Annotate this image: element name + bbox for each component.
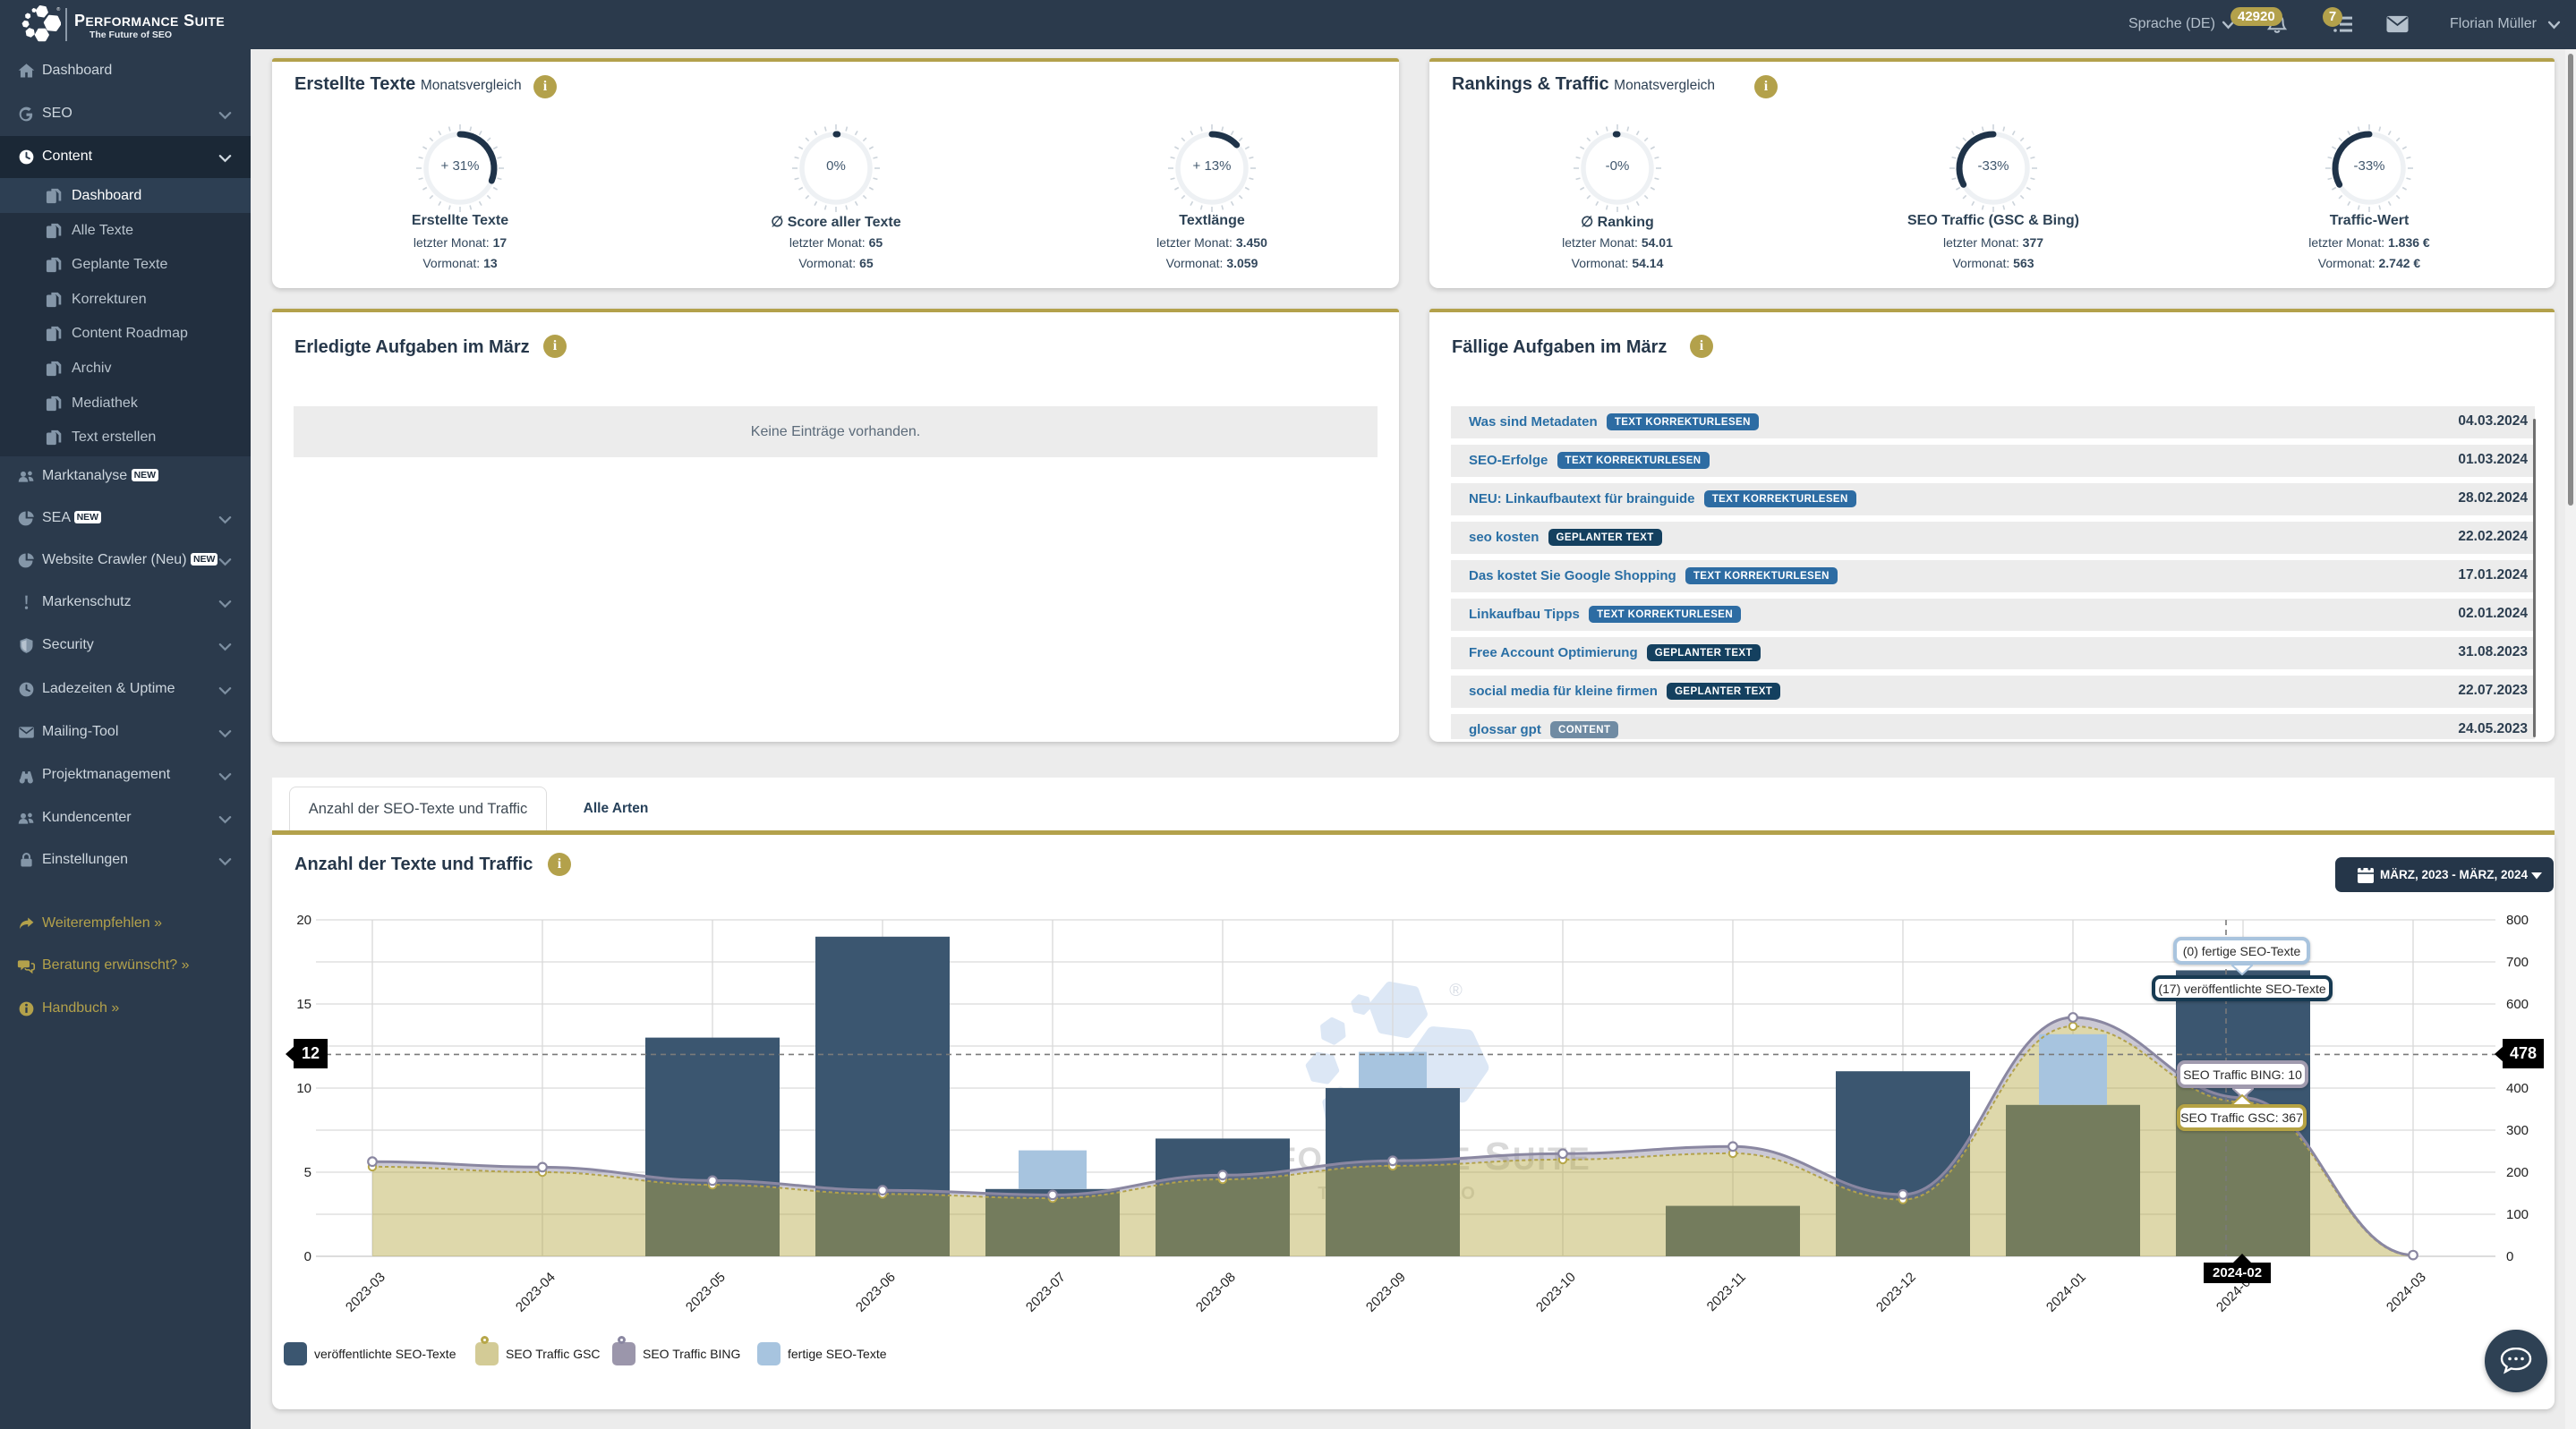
svg-text:®: ® (1449, 981, 1463, 1000)
svg-text:2023-06: 2023-06 (853, 1270, 899, 1315)
svg-text:10: 10 (296, 1081, 311, 1096)
svg-text:2024-01: 2024-01 (2043, 1270, 2089, 1315)
svg-text:0: 0 (2506, 1249, 2513, 1264)
svg-text:100: 100 (2506, 1207, 2529, 1222)
svg-text:2023-08: 2023-08 (1193, 1270, 1239, 1315)
svg-text:600: 600 (2506, 997, 2529, 1012)
svg-text:®: ® (56, 6, 60, 13)
svg-text:15: 15 (296, 997, 311, 1012)
svg-text:2024-03: 2024-03 (2384, 1270, 2429, 1315)
svg-text:20: 20 (296, 913, 311, 928)
svg-text:5: 5 (304, 1165, 311, 1180)
svg-text:400: 400 (2506, 1081, 2529, 1096)
svg-text:2023-03: 2023-03 (343, 1270, 388, 1315)
svg-text:2023-11: 2023-11 (1704, 1270, 1749, 1314)
svg-text:2023-04: 2023-04 (513, 1270, 559, 1315)
svg-text:2023-10: 2023-10 (1533, 1270, 1579, 1315)
svg-text:2023-09: 2023-09 (1363, 1270, 1409, 1315)
svg-text:800: 800 (2506, 913, 2529, 928)
svg-text:2023-12: 2023-12 (1873, 1270, 1919, 1315)
svg-text:300: 300 (2506, 1123, 2529, 1138)
svg-text:2023-05: 2023-05 (683, 1270, 729, 1315)
svg-text:0: 0 (304, 1249, 311, 1264)
svg-text:200: 200 (2506, 1165, 2529, 1180)
svg-text:2023-07: 2023-07 (1023, 1270, 1069, 1315)
svg-text:700: 700 (2506, 955, 2529, 970)
